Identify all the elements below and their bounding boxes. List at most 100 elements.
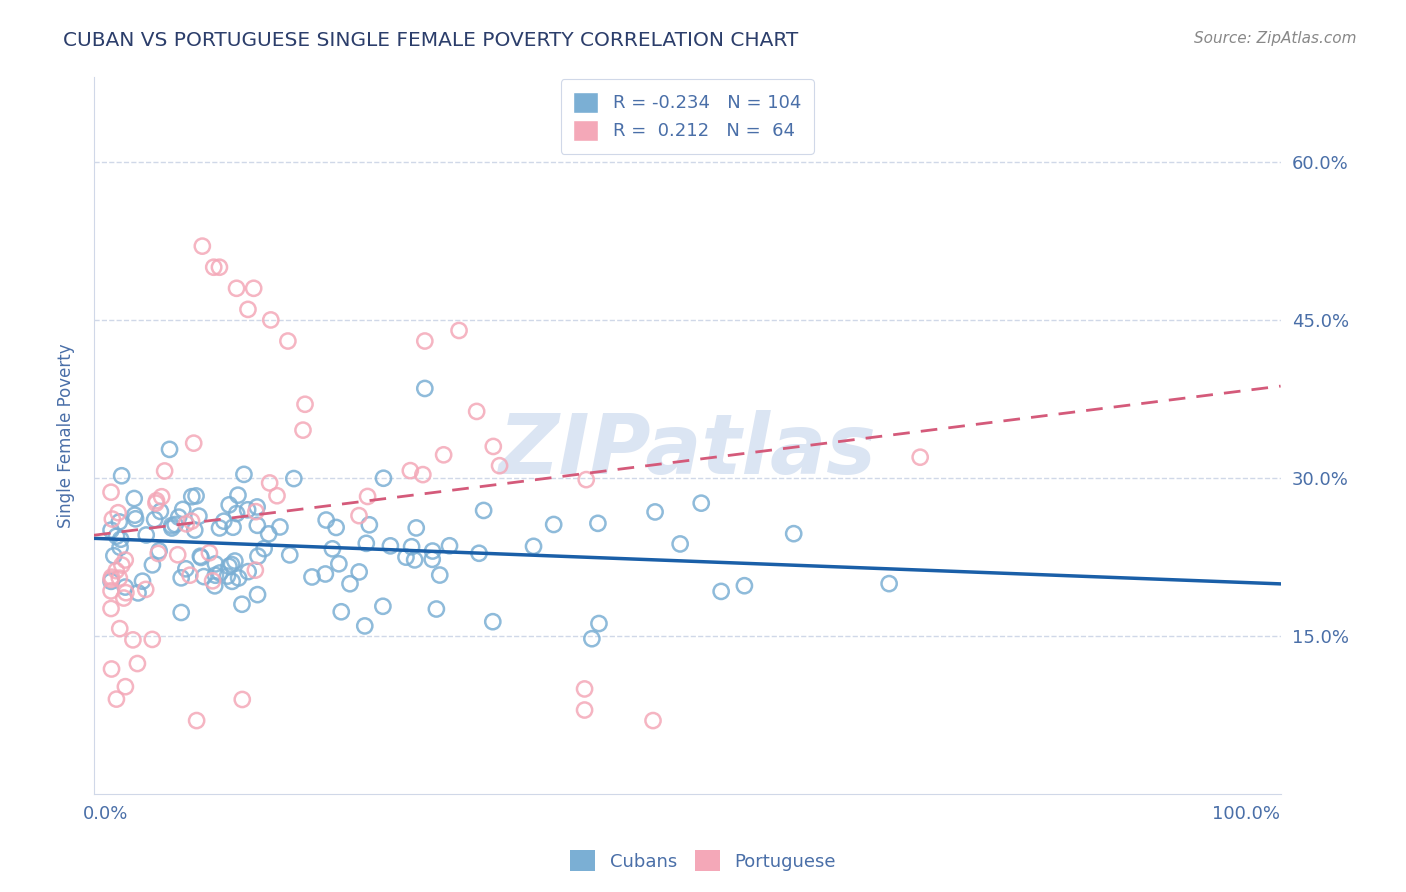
Point (330, 605, 353, 619)
Point (172, 502, 194, 516)
Point (122, 632, 145, 647)
Point (277, 334, 299, 348)
Point (204, 568, 226, 582)
Point (291, 423, 314, 437)
Point (190, 550, 212, 565)
Point (217, 569, 239, 583)
Point (228, 571, 250, 585)
Point (405, 521, 427, 535)
Point (100, 574, 122, 589)
Point (131, 574, 153, 589)
Point (395, 550, 418, 565)
Point (193, 569, 215, 583)
Point (114, 580, 136, 594)
Point (153, 464, 176, 478)
Point (669, 537, 692, 551)
Point (208, 521, 231, 535)
Point (184, 523, 207, 537)
Point (301, 570, 323, 584)
Point (111, 468, 134, 483)
Point (371, 599, 394, 614)
Point (353, 619, 375, 633)
Point (581, 632, 603, 646)
Point (184, 489, 207, 503)
Y-axis label: Single Female Poverty: Single Female Poverty (58, 343, 75, 528)
Point (236, 503, 259, 517)
Point (399, 464, 422, 478)
Point (100, 601, 122, 615)
Point (294, 397, 316, 411)
Point (314, 566, 336, 581)
Point (877, 576, 900, 591)
Point (208, 566, 231, 580)
Point (488, 458, 510, 473)
Point (246, 588, 269, 602)
Point (198, 546, 221, 560)
Point (575, 473, 598, 487)
Point (429, 568, 451, 582)
Text: ZIPatlas: ZIPatlas (498, 409, 876, 491)
Point (238, 565, 260, 579)
Point (100, 573, 122, 587)
Point (187, 509, 209, 524)
Point (124, 512, 146, 526)
Point (105, 529, 128, 543)
Point (245, 563, 267, 577)
Point (135, 528, 157, 542)
Point (231, 597, 253, 611)
Point (482, 440, 505, 454)
Point (644, 505, 666, 519)
Point (278, 548, 301, 562)
Point (111, 558, 134, 573)
Point (283, 472, 305, 486)
Point (180, 490, 202, 504)
Point (420, 552, 443, 566)
Point (100, 662, 122, 676)
Point (588, 616, 610, 631)
Point (212, 514, 235, 528)
Point (233, 467, 256, 482)
Point (103, 549, 125, 563)
Point (425, 602, 447, 616)
Point (108, 515, 131, 529)
Point (122, 491, 145, 506)
Point (246, 500, 269, 514)
Point (188, 549, 211, 564)
Point (100, 570, 122, 584)
Point (269, 520, 291, 534)
Point (208, 260, 231, 275)
Point (253, 541, 276, 556)
Point (574, 681, 596, 696)
Point (112, 591, 135, 605)
Point (359, 517, 381, 532)
Point (145, 496, 167, 510)
Point (105, 564, 128, 578)
Point (174, 562, 197, 576)
Legend: Cubans, Portuguese: Cubans, Portuguese (562, 843, 844, 879)
Point (180, 514, 202, 528)
Point (166, 548, 188, 562)
Point (422, 544, 444, 558)
Point (481, 615, 503, 629)
Point (468, 546, 491, 560)
Point (690, 496, 713, 510)
Point (204, 579, 226, 593)
Point (447, 323, 470, 337)
Point (225, 281, 247, 295)
Point (380, 539, 402, 553)
Point (108, 622, 131, 636)
Point (165, 517, 187, 532)
Point (401, 540, 423, 554)
Point (204, 557, 226, 571)
Point (328, 557, 350, 571)
Point (100, 485, 122, 500)
Point (908, 450, 931, 465)
Point (733, 579, 755, 593)
Point (170, 571, 193, 585)
Point (160, 521, 183, 535)
Point (574, 703, 596, 717)
Point (356, 536, 378, 550)
Point (202, 260, 225, 275)
Point (145, 493, 167, 508)
Point (231, 692, 253, 706)
